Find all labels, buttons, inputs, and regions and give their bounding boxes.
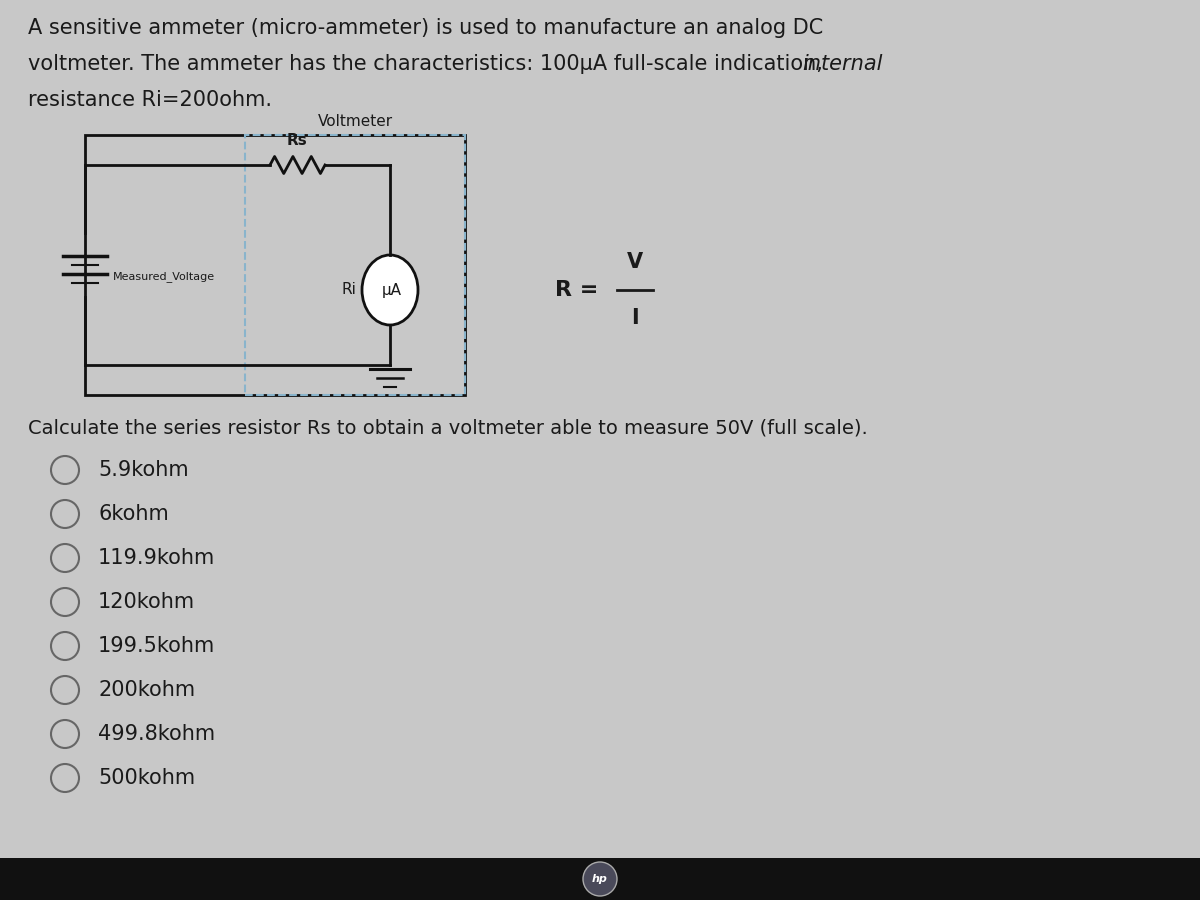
Text: 500kohm: 500kohm [98,768,196,788]
Text: internal: internal [802,54,882,74]
Text: μA: μA [382,283,402,298]
Text: Ri: Ri [341,283,356,298]
Text: voltmeter. The ammeter has the characteristics: 100μA full-scale indication,: voltmeter. The ammeter has the character… [28,54,829,74]
Text: Rs: Rs [287,133,308,148]
Bar [0,858,1200,900]
Text: Calculate the series resistor Rs to obtain a voltmeter able to measure 50V (full: Calculate the series resistor Rs to obta… [28,418,868,437]
Text: 6kohm: 6kohm [98,504,169,524]
Text: A sensitive ammeter (micro-ammeter) is used to manufacture an analog DC: A sensitive ammeter (micro-ammeter) is u… [28,18,823,38]
Text: Measured_Voltage: Measured_Voltage [113,272,215,283]
Bar [245,135,466,395]
Text: V: V [626,252,643,272]
Text: 119.9kohm: 119.9kohm [98,548,215,568]
Text: resistance Ri=200ohm.: resistance Ri=200ohm. [28,90,272,110]
Bar [85,135,466,395]
Text: 120kohm: 120kohm [98,592,196,612]
Text: hp: hp [592,874,608,884]
Circle shape [583,862,617,896]
Text: 200kohm: 200kohm [98,680,196,700]
Text: 5.9kohm: 5.9kohm [98,460,188,480]
Text: Voltmeter: Voltmeter [318,114,392,129]
Text: 199.5kohm: 199.5kohm [98,636,215,656]
Text: I: I [631,308,638,328]
Text: 499.8kohm: 499.8kohm [98,724,215,744]
Text: R =: R = [554,280,599,300]
Ellipse shape [362,255,418,325]
